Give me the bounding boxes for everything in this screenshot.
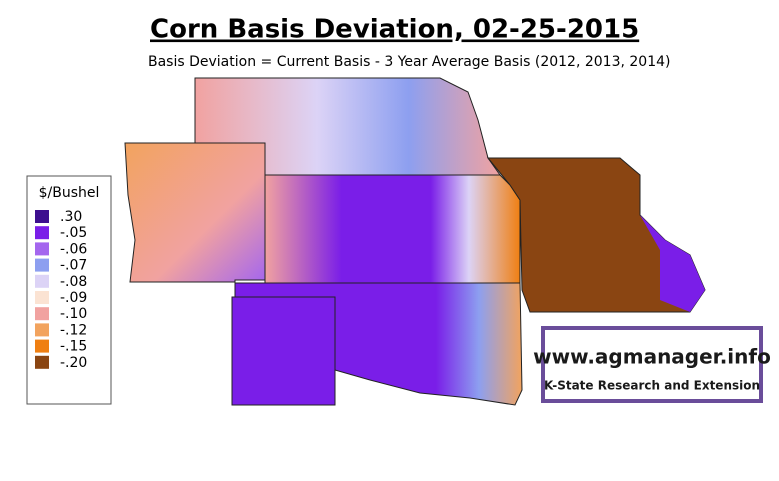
legend-swatch: [35, 323, 49, 337]
logo-url: www.agmanager.info: [533, 345, 771, 369]
legend-label: -.20: [60, 355, 87, 371]
missouri-east: [640, 215, 705, 312]
legend-title: $/Bushel: [39, 185, 100, 201]
legend-label: -.09: [60, 290, 87, 306]
legend-label: -.15: [60, 339, 87, 355]
legend-label: -.05: [60, 225, 87, 241]
legend-swatch: [35, 226, 49, 240]
legend-label: -.10: [60, 306, 87, 322]
legend-swatch: [35, 258, 49, 272]
legend-label: -.06: [60, 241, 87, 257]
title: Corn Basis Deviation, 02-25-2015: [150, 15, 639, 45]
legend-swatch: [35, 274, 49, 288]
texas-panhandle: [231, 296, 336, 406]
legend-label: -.12: [60, 322, 87, 338]
kansas: [264, 174, 521, 284]
subtitle: Basis Deviation = Current Basis - 3 Year…: [148, 54, 670, 70]
legend-swatch: [35, 307, 49, 321]
map: [124, 77, 706, 406]
legend-items: .30-.05-.06-.07-.08-.09-.10-.12-.15-.20: [35, 209, 87, 371]
legend-swatch: [35, 210, 49, 223]
legend-swatch: [35, 291, 49, 304]
legend-swatch: [35, 339, 49, 353]
legend-swatch: [35, 355, 49, 369]
legend-swatch: [35, 242, 49, 256]
legend-label: -.07: [60, 258, 87, 274]
legend-label: -.08: [60, 274, 87, 290]
logo-org: K-State Research and Extension: [544, 379, 760, 393]
legend-label: .30: [60, 209, 82, 225]
logo-box: [541, 326, 763, 403]
colorado: [124, 142, 266, 283]
